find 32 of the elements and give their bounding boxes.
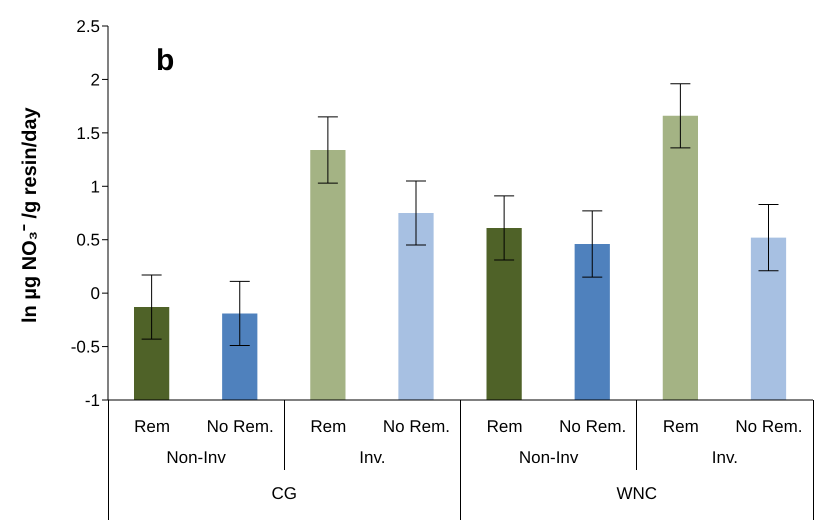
x-tick-label: No Rem. <box>559 417 626 436</box>
y-tick-label: 2 <box>90 70 100 90</box>
bar <box>662 116 698 400</box>
y-axis-title: ln µg NO₃⁻ /g resin/day <box>19 106 42 323</box>
bar <box>574 244 610 400</box>
x-tick-label: No Rem. <box>206 417 274 436</box>
text: CG <box>270 484 298 504</box>
text: Inv. <box>358 448 386 468</box>
bar <box>398 213 434 400</box>
y-tick-label: 1.5 <box>76 124 100 143</box>
x-tick-label: Rem <box>662 417 699 436</box>
text: b <box>156 44 174 78</box>
y-tick-label: -0.5 <box>70 338 100 357</box>
y-tick-label: 2.5 <box>76 17 100 36</box>
text: Inv. <box>710 448 739 468</box>
x-tick-label: Rem <box>486 417 523 436</box>
bar <box>134 307 170 400</box>
text: Non-Inv <box>165 448 227 468</box>
bar <box>310 150 346 400</box>
x-tick-label: Rem <box>134 417 170 436</box>
text: WNC <box>615 484 658 504</box>
bar <box>486 228 522 400</box>
y-tick-label: -1 <box>84 391 100 410</box>
bar <box>750 238 786 400</box>
y-tick-label: 0.5 <box>76 230 100 250</box>
x-tick-label: No Rem. <box>382 417 450 436</box>
y-tick-label: 0 <box>90 284 100 304</box>
text: Non-Inv <box>518 448 580 468</box>
y-tick-label: 1 <box>90 177 100 196</box>
x-tick-label: No Rem. <box>735 417 802 436</box>
bar <box>222 313 258 400</box>
x-tick-label: Rem <box>310 417 346 436</box>
